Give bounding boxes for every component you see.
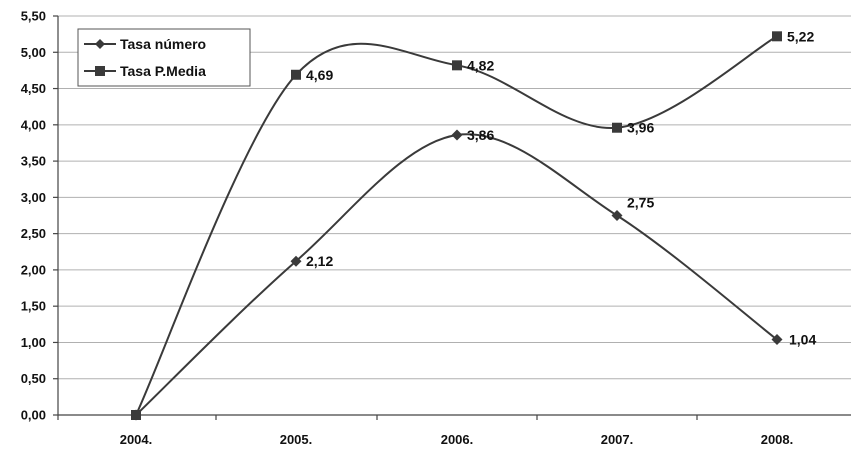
data-label: 5,22	[787, 28, 814, 44]
y-tick-label: 5,50	[21, 9, 46, 24]
series	[130, 31, 783, 421]
point-square	[452, 60, 462, 71]
legend-label-1: Tasa P.Media	[120, 63, 206, 79]
point-diamond	[451, 129, 463, 141]
legend-marker-square	[95, 66, 105, 76]
y-tick-label: 0,50	[21, 371, 46, 386]
point-diamond	[771, 334, 783, 346]
legend-label-0: Tasa número	[120, 36, 206, 52]
point-diamond	[611, 210, 623, 221]
legend: Tasa número Tasa P.Media	[77, 28, 251, 87]
grid-lines	[58, 15, 851, 380]
data-label: 3,96	[627, 120, 654, 136]
data-label: 4,69	[306, 67, 333, 83]
x-tick-label: 2007.	[601, 432, 634, 447]
legend-marker-diamond	[95, 39, 105, 49]
point-square	[291, 69, 301, 80]
point-square	[131, 410, 141, 420]
point-diamond	[290, 255, 302, 267]
series-line-1	[135, 35, 778, 416]
data-label: 2,75	[627, 195, 654, 211]
data-label: 3,86	[467, 127, 494, 143]
data-label: 1,04	[789, 332, 816, 348]
y-tick-label: 4,00	[21, 117, 46, 132]
x-tick-label: 2005.	[280, 432, 313, 447]
y-tick-label: 2,00	[21, 262, 46, 277]
legend-box	[77, 28, 251, 87]
data-label: 4,82	[467, 57, 494, 73]
y-tick-label: 3,50	[21, 154, 46, 169]
x-tick-label: 2006.	[441, 432, 474, 447]
y-tick-label: 0,00	[21, 408, 46, 423]
axes: 0,00 0,50 1,00 1,50 2,00 2,50 3,00 3,50 4,00 4,50…	[21, 9, 851, 447]
y-tick-label: 2,50	[21, 226, 46, 241]
y-tick-label: 1,50	[21, 299, 46, 314]
x-tick-label: 2008.	[761, 432, 794, 447]
point-square	[612, 122, 622, 133]
y-tick-label: 5,00	[21, 45, 46, 60]
data-labels: 2,12 3,86 2,75 1,04 4,69 4,82 3,96 5,22	[306, 28, 816, 347]
y-tick-label: 1,00	[21, 335, 46, 350]
x-tick-label: 2004.	[120, 432, 153, 447]
y-tick-label: 3,00	[21, 190, 46, 205]
data-label: 2,12	[306, 253, 333, 269]
series-line-0	[135, 133, 778, 416]
y-tick-label: 4,50	[21, 81, 46, 96]
point-square	[772, 31, 782, 42]
